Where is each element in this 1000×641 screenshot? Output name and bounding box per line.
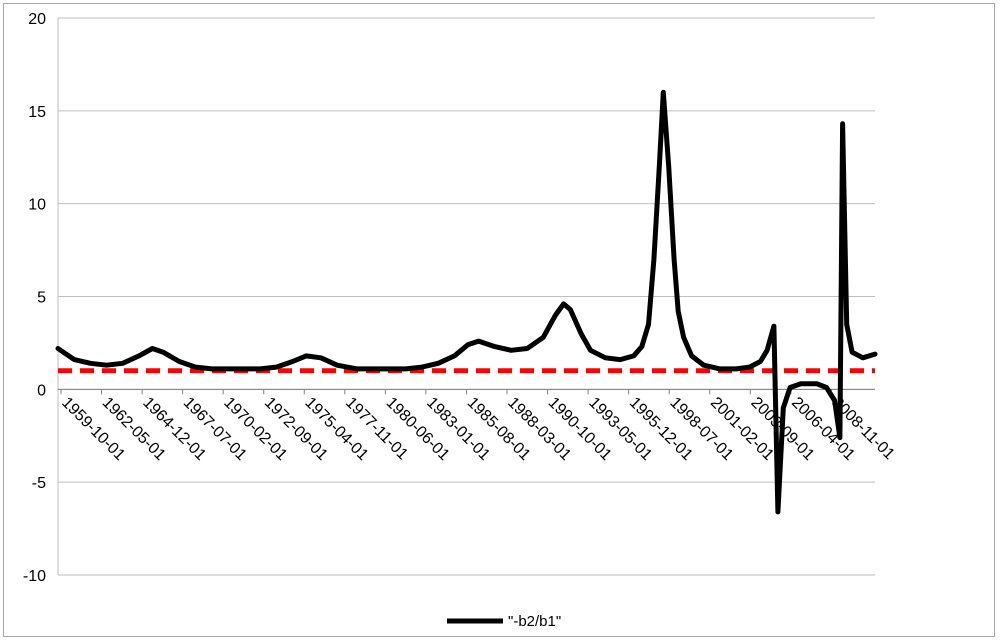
series-line bbox=[55, 89, 878, 515]
y-tick-label: 10 bbox=[28, 197, 46, 214]
gridlines bbox=[58, 17, 875, 576]
y-tick-label: -5 bbox=[32, 475, 46, 492]
legend: "-b2/b1" bbox=[447, 613, 561, 630]
y-tick-label: -10 bbox=[23, 568, 46, 585]
y-tick-label: 15 bbox=[28, 104, 46, 121]
chart-frame bbox=[3, 3, 995, 637]
y-tick-label: 5 bbox=[37, 290, 46, 307]
legend-entry: "-b2/b1" bbox=[508, 613, 561, 630]
y-tick-label: 0 bbox=[37, 382, 46, 399]
x-tick-labels: 1959-10-011962-05-011964-12-011967-07-01… bbox=[58, 389, 898, 464]
y-axis: 20 15 10 5 0 -5 -10 bbox=[23, 11, 59, 585]
y-tick-label: 20 bbox=[28, 11, 46, 28]
series-lines bbox=[55, 89, 878, 515]
